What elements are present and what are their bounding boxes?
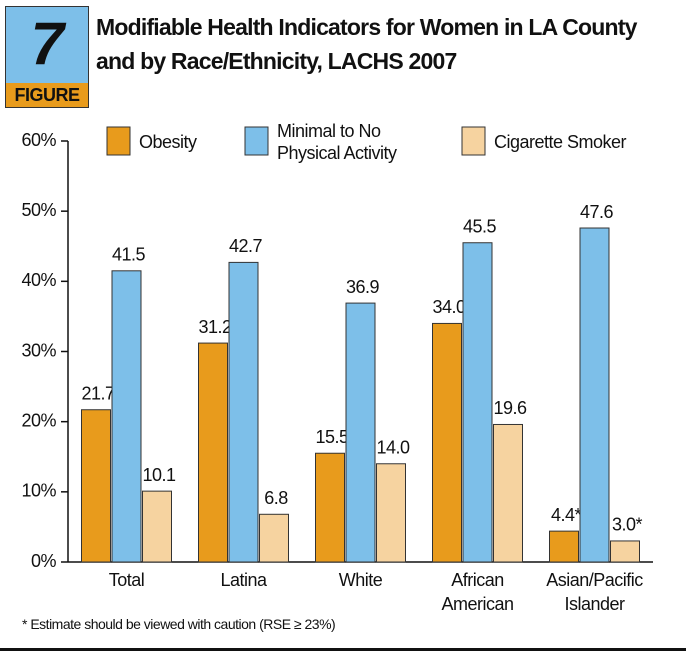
bar bbox=[579, 227, 610, 563]
bar bbox=[549, 530, 579, 563]
data-label: 34.0 bbox=[432, 297, 466, 317]
bar bbox=[111, 270, 142, 563]
bar bbox=[315, 452, 345, 563]
bar bbox=[198, 342, 228, 563]
bar bbox=[228, 261, 259, 563]
legend-label: Obesity bbox=[139, 132, 197, 152]
y-tick-label: 60% bbox=[21, 130, 56, 150]
bar bbox=[259, 513, 289, 563]
data-label: 21.7 bbox=[81, 383, 115, 403]
chart-title: Modifiable Health Indicators for Women i… bbox=[96, 14, 637, 74]
x-tick-label: Latina bbox=[220, 570, 267, 590]
data-label: 4.4* bbox=[551, 505, 582, 525]
data-label: 41.5 bbox=[112, 245, 146, 265]
y-tick-label: 20% bbox=[21, 410, 56, 430]
badge-number: 7 bbox=[30, 10, 64, 77]
data-label: 31.2 bbox=[198, 317, 232, 337]
badge: 7 FIGURE bbox=[5, 6, 89, 108]
y-tick-label: 50% bbox=[21, 200, 56, 220]
bar bbox=[345, 302, 376, 563]
x-tick-label: Total bbox=[108, 570, 145, 590]
legend-swatch bbox=[461, 126, 486, 156]
data-label: 10.1 bbox=[142, 465, 176, 485]
data-label: 15.5 bbox=[315, 427, 349, 447]
bar bbox=[376, 463, 406, 563]
bar bbox=[142, 490, 172, 563]
data-label: 6.8 bbox=[264, 488, 288, 508]
bar bbox=[493, 423, 523, 563]
x-tick-label: Asian/Pacific Islander bbox=[546, 570, 643, 614]
legend-swatch bbox=[244, 126, 269, 156]
y-tick-label: 30% bbox=[21, 340, 56, 360]
data-label: 45.5 bbox=[463, 216, 497, 236]
bar bbox=[432, 322, 462, 563]
bottom-rule bbox=[0, 648, 686, 651]
legend-label: Minimal to No Physical Activity bbox=[277, 121, 397, 163]
data-label: 19.6 bbox=[493, 398, 527, 418]
data-label: 14.0 bbox=[376, 438, 410, 458]
bar bbox=[462, 242, 493, 563]
data-label: 47.6 bbox=[580, 202, 614, 222]
bar bbox=[610, 540, 640, 563]
x-tick-label: White bbox=[338, 570, 383, 590]
y-tick-label: 10% bbox=[21, 481, 56, 501]
x-tick-label: African American bbox=[441, 570, 514, 614]
y-tick-label: 0% bbox=[31, 551, 57, 571]
bar bbox=[81, 409, 111, 563]
badge-label: FIGURE bbox=[6, 83, 88, 107]
legend-label: Cigarette Smoker bbox=[494, 132, 627, 152]
data-label: 36.9 bbox=[346, 277, 380, 297]
data-label: 3.0* bbox=[612, 515, 643, 535]
data-label: 42.7 bbox=[229, 236, 263, 256]
y-tick-label: 40% bbox=[21, 270, 56, 290]
footnote: * Estimate should be viewed with caution… bbox=[22, 616, 336, 632]
legend-swatch bbox=[106, 126, 131, 156]
